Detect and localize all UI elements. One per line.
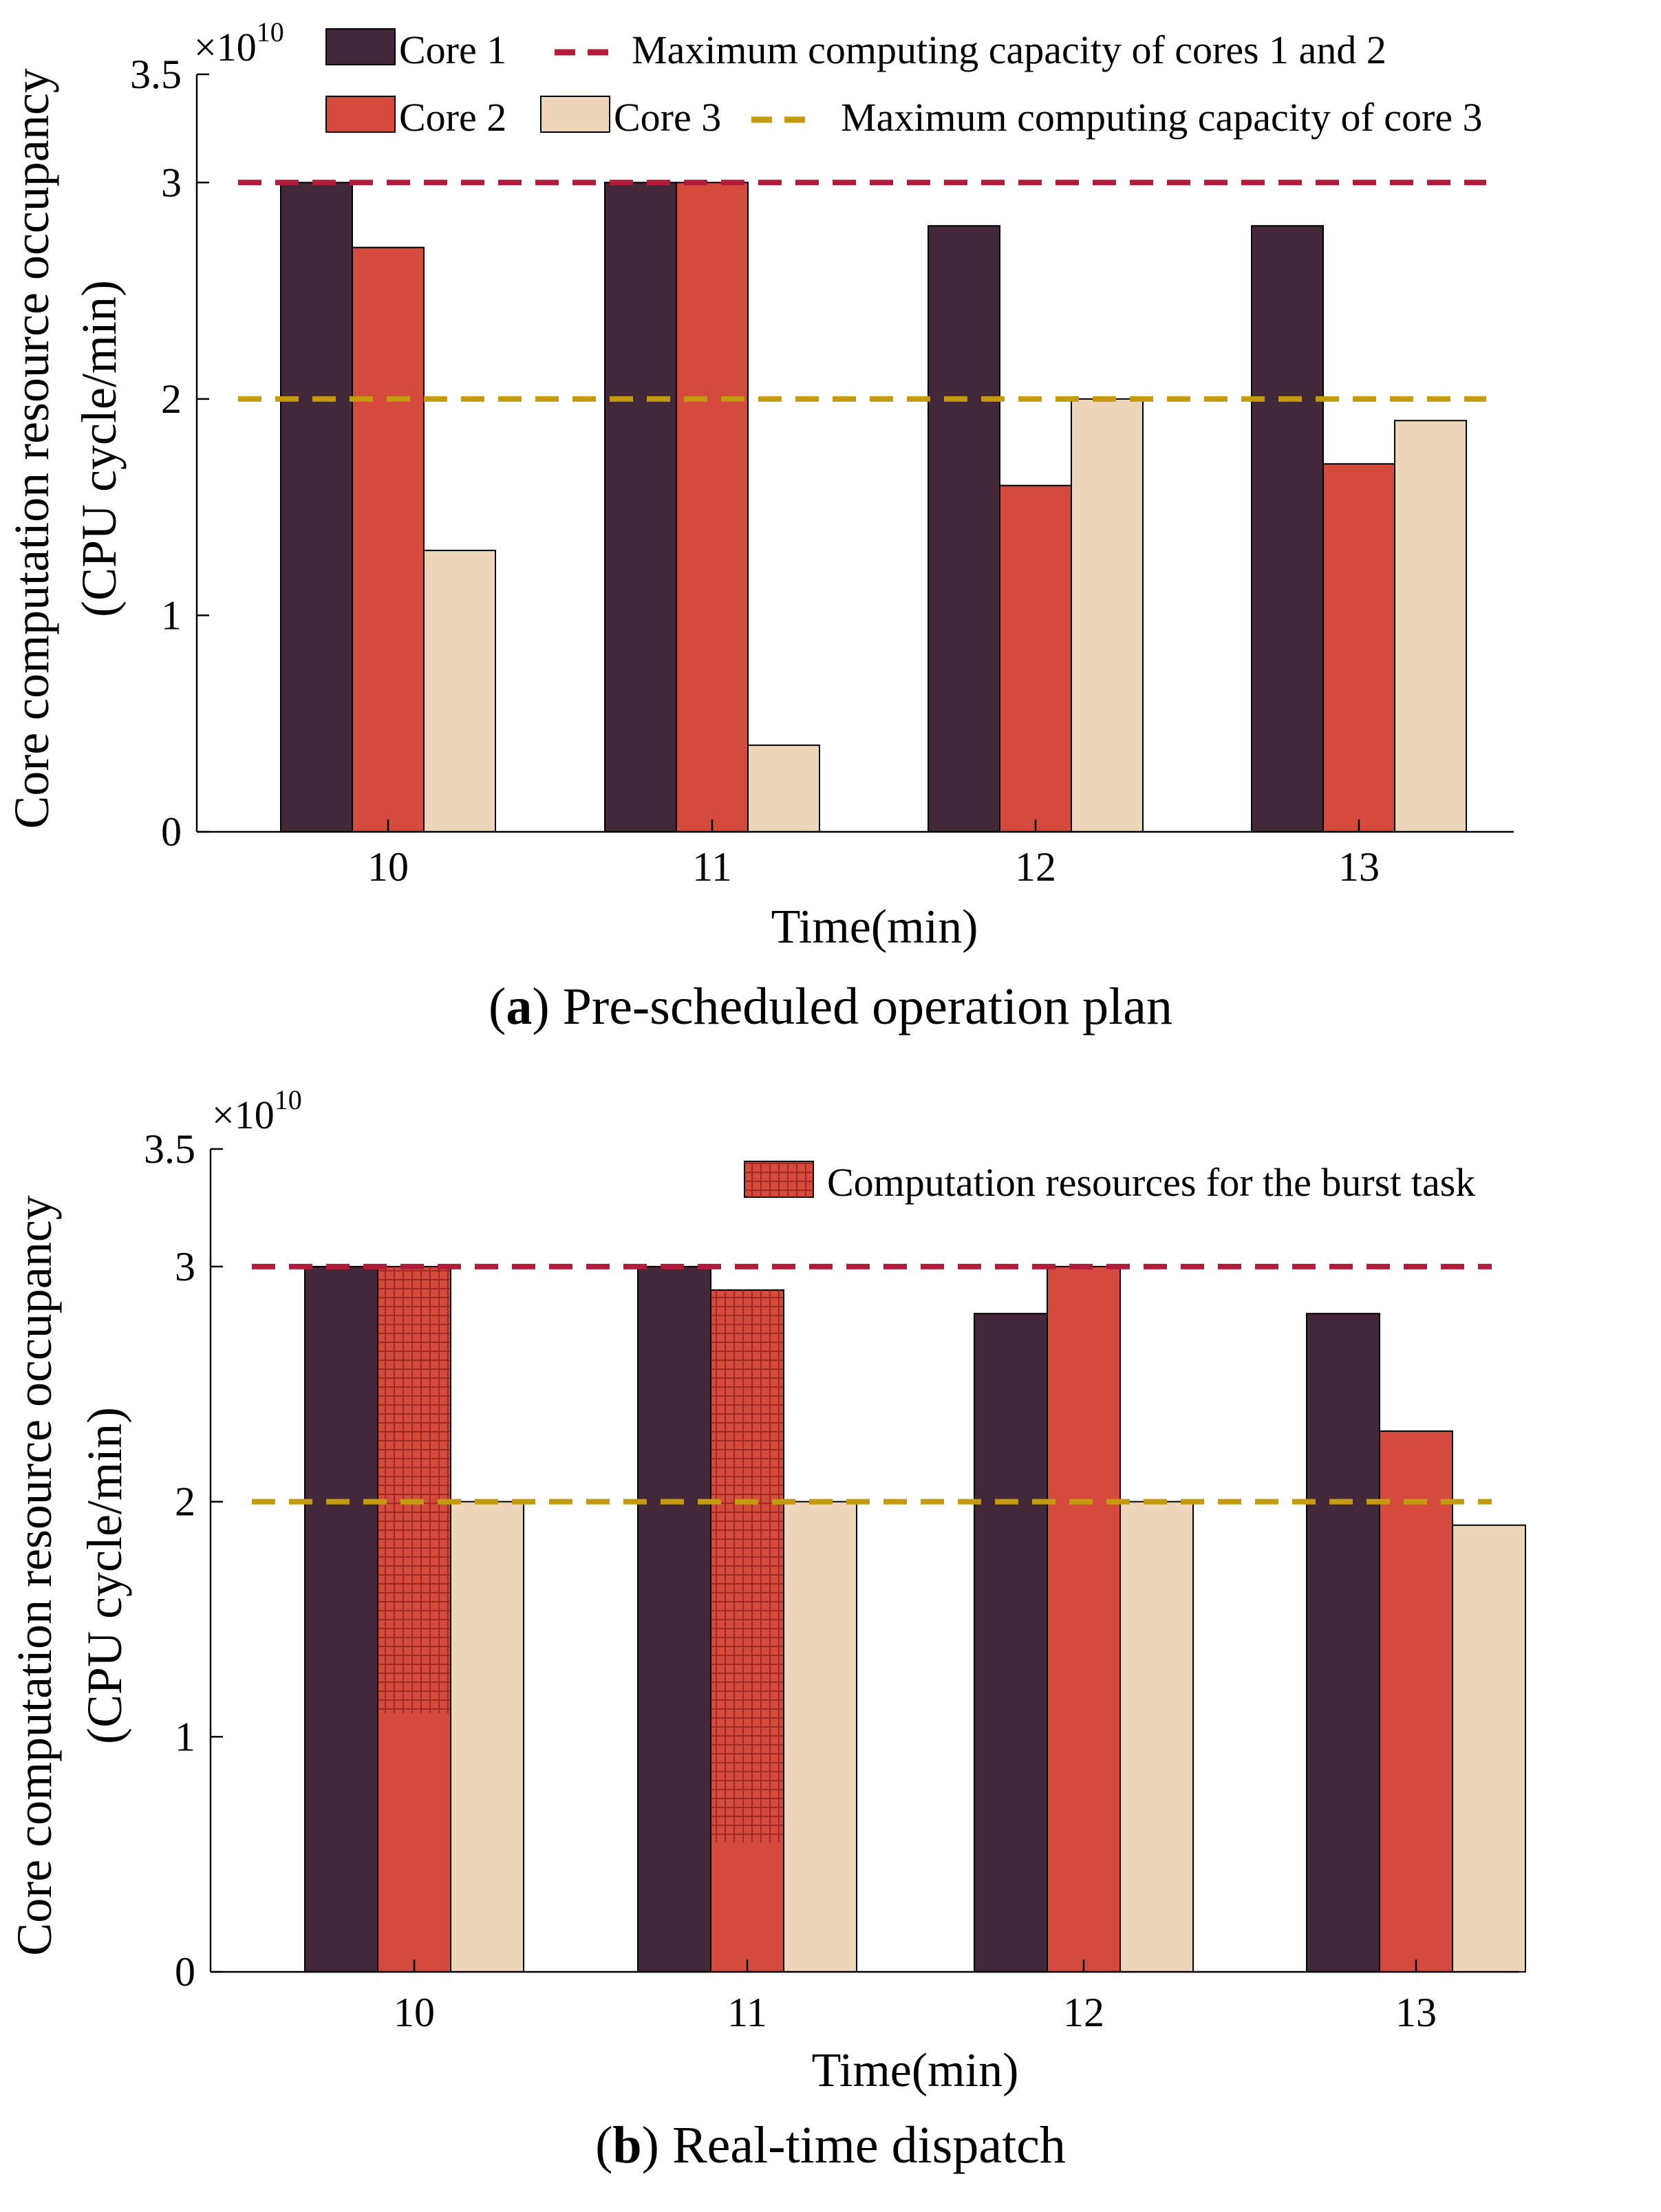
bar-a-core3-10 (423, 550, 496, 833)
bar-b-core2-13 (1379, 1430, 1453, 1973)
x-tick-label-a-10: 10 (367, 844, 409, 890)
bar-a-core1-12 (928, 225, 1000, 833)
legend-a-cap12-label: Maximum computing capacity of cores 1 an… (632, 28, 1386, 72)
caption-a: (a) Pre-scheduled operation plan (489, 978, 1172, 1035)
bar-a-core3-13 (1394, 420, 1467, 833)
bar-a-core3-11 (747, 744, 820, 833)
y-tick-label-b-3: 3 (175, 1244, 195, 1289)
exponent-label-b: ×1010 (212, 1084, 302, 1137)
legend-a-cap3-label: Maximum computing capacity of core 3 (841, 95, 1483, 140)
caption-b-text: Real-time dispatch (658, 2116, 1066, 2174)
bar-a-core1-13 (1251, 225, 1324, 833)
legend-a-core2-label: Core 2 (399, 95, 506, 140)
y-axis-label-a-line2: (CPU cycle/min) (72, 280, 127, 617)
y-axis-label-b: Core computation resource occupancy (CPU… (7, 1195, 132, 1956)
bar-b-core2-12 (1047, 1265, 1121, 1973)
caption-a-letter: a (506, 978, 533, 1035)
y-tick-label-a-3.5: 3.5 (130, 52, 182, 97)
caption-b-letter: b (612, 2116, 642, 2174)
bar-b-core1-12 (974, 1313, 1048, 1973)
x-axis-label-a: Time(min) (771, 901, 978, 954)
bar-b-core1-10 (304, 1265, 378, 1973)
legend-a-core1-label: Core 1 (399, 28, 506, 72)
chart-b: Core computation resource occupancy (CPU… (7, 1084, 1526, 2097)
bar-a-core2-11 (676, 182, 749, 833)
bar-b-core1-13 (1306, 1313, 1380, 1973)
caption-b: (b) Real-time dispatch (595, 2116, 1066, 2174)
bar-b-core3-11 (783, 1501, 857, 1973)
bars-a (280, 182, 1467, 833)
x-tick-label-a-11: 11 (692, 844, 732, 890)
y-axis-label-b-line2: (CPU cycle/min) (77, 1407, 132, 1744)
bar-a-core1-11 (604, 182, 677, 833)
legend-a-core3-swatch (540, 96, 610, 133)
x-tick-label-b-13: 13 (1395, 1990, 1437, 2035)
y-tick-label-b-1: 1 (175, 1714, 195, 1759)
caption-a-text: Pre-scheduled operation plan (549, 978, 1172, 1035)
reference-lines-b (252, 1263, 1492, 1505)
x-tick-label-a-12: 12 (1015, 844, 1056, 890)
exponent-label-a: ×1010 (194, 17, 284, 69)
y-tick-label-a-1: 1 (161, 592, 182, 638)
bar-a-core3-12 (1071, 398, 1144, 833)
exponent-label-a-power: 10 (257, 17, 284, 47)
y-axis-label-a: Core computation resource occupancy (CPU… (4, 68, 127, 829)
legend-a-core2-swatch (325, 96, 396, 133)
y-tick-label-a-0: 0 (161, 809, 182, 855)
legend-a-core1-swatch (325, 28, 396, 65)
burst-task-hatch-11 (711, 1290, 783, 1843)
y-axis-label-b-line1: Core computation resource occupancy (7, 1195, 62, 1956)
bar-a-core1-10 (280, 182, 353, 833)
bar-b-core3-12 (1119, 1501, 1194, 1973)
y-tick-label-b-0: 0 (175, 1949, 195, 1995)
x-tick-label-a-13: 13 (1338, 844, 1380, 890)
chart-a: Core computation resource occupancy (CPU… (4, 17, 1514, 954)
x-tick-label-b-10: 10 (394, 1990, 435, 2035)
y-axis-label-a-line1: Core computation resource occupancy (4, 68, 59, 829)
exponent-label-b-base: ×10 (212, 1093, 275, 1137)
legend-b-burst-swatch-hatch (744, 1161, 813, 1197)
bars-b (304, 1265, 1526, 1973)
bar-b-core3-13 (1452, 1524, 1526, 1973)
bar-a-core2-12 (999, 484, 1072, 833)
x-tick-label-b-12: 12 (1063, 1990, 1104, 2035)
y-tick-label-a-3: 3 (161, 160, 182, 205)
bar-a-core2-13 (1322, 463, 1395, 833)
legend-a-core3-label: Core 3 (614, 95, 721, 140)
y-tick-label-b-3.5: 3.5 (144, 1126, 195, 1172)
y-tick-label-a-2: 2 (161, 376, 182, 422)
x-tick-label-b-11: 11 (727, 1990, 767, 2035)
bar-a-core2-10 (352, 246, 425, 833)
bar-b-core3-10 (450, 1501, 524, 1973)
bar-b-core1-11 (637, 1265, 711, 1973)
x-axis-label-b: Time(min) (812, 2044, 1019, 2097)
y-tick-label-b-2: 2 (175, 1479, 195, 1525)
exponent-label-b-power: 10 (275, 1084, 302, 1115)
burst-task-hatch-10 (378, 1266, 450, 1714)
exponent-label-a-base: ×10 (194, 25, 257, 69)
reference-lines-a (238, 180, 1486, 402)
legend-b: Computation resources for the burst task (744, 1160, 1475, 1205)
legend-a: Core 1 Maximum computing capacity of cor… (325, 28, 1483, 140)
legend-b-burst-label: Computation resources for the burst task (827, 1160, 1475, 1205)
